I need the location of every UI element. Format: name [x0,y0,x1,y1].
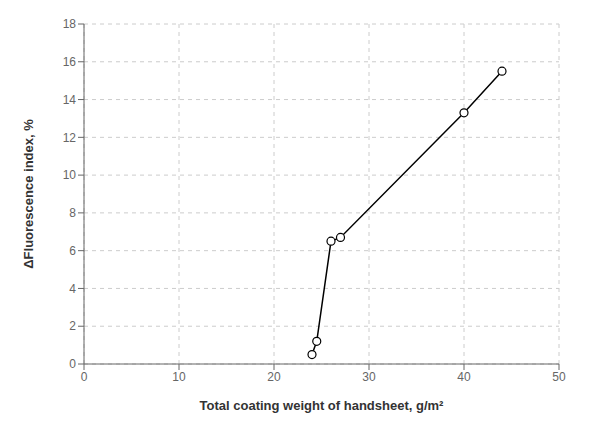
svg-text:50: 50 [552,370,566,384]
svg-text:18: 18 [63,17,77,31]
svg-text:16: 16 [63,55,77,69]
svg-text:14: 14 [63,93,77,107]
svg-text:6: 6 [69,244,76,258]
svg-text:12: 12 [63,131,77,145]
svg-text:30: 30 [362,370,376,384]
svg-text:10: 10 [63,168,77,182]
svg-text:2: 2 [69,319,76,333]
svg-text:0: 0 [69,357,76,371]
svg-text:8: 8 [69,206,76,220]
svg-text:20: 20 [267,370,281,384]
svg-text:0: 0 [81,370,88,384]
svg-text:Total coating weight of handsh: Total coating weight of handsheet, g/m² [200,398,445,413]
svg-text:40: 40 [457,370,471,384]
svg-text:ΔFluorescence index, %: ΔFluorescence index, % [21,119,36,269]
svg-text:4: 4 [69,282,76,296]
svg-text:10: 10 [172,370,186,384]
